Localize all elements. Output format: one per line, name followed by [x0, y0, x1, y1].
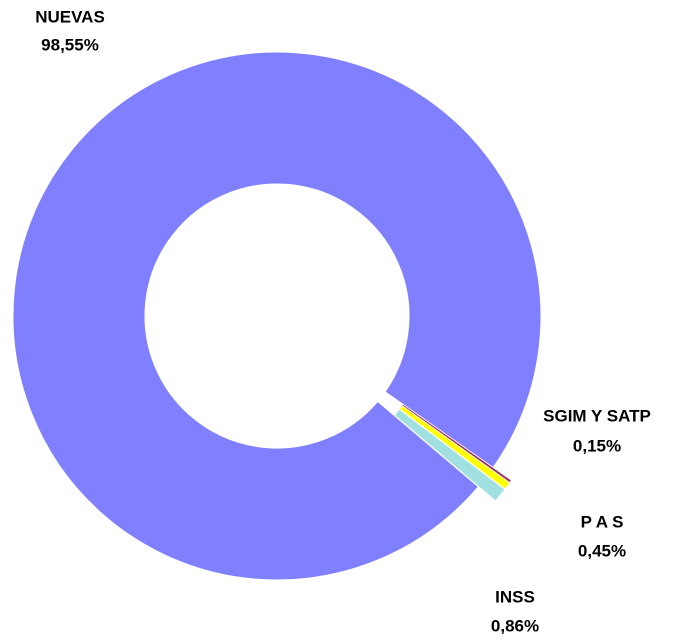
slice-value-label: 98,55% [41, 35, 99, 54]
donut-slice [394, 409, 505, 501]
donut-slice [12, 51, 542, 581]
donut-slice [399, 405, 510, 490]
slice-label: INSS [495, 587, 535, 606]
slice-value-label: 0,45% [578, 541, 626, 560]
slice-label: NUEVAS [35, 7, 105, 26]
slice-label: P A S [581, 512, 624, 531]
slice-value-label: 0,86% [491, 616, 539, 635]
donut-slice [401, 404, 512, 483]
slice-value-label: 0,15% [573, 436, 621, 455]
slice-label: SGIM Y SATP [543, 406, 651, 425]
